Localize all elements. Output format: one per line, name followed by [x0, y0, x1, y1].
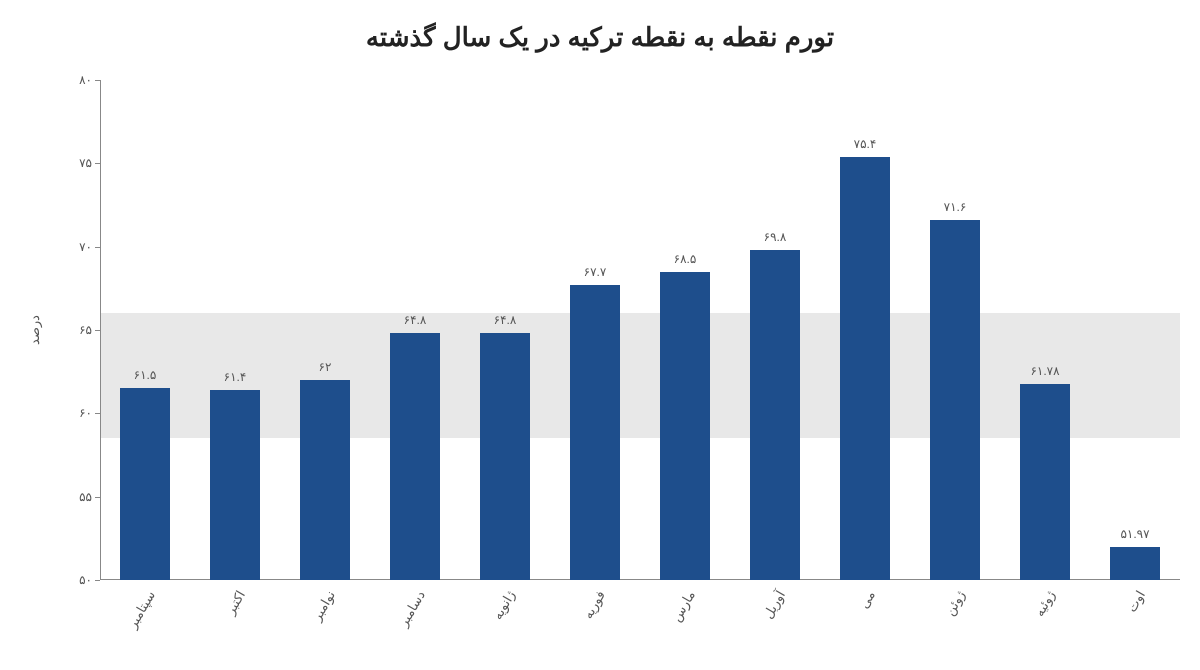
bar-value-label: ۶۴.۸ — [404, 313, 427, 327]
y-axis: ۵۰۵۵۶۰۶۵۷۰۷۵۸۰ — [60, 80, 100, 580]
bar — [480, 333, 530, 580]
bar — [930, 220, 980, 580]
x-tick-label: سپتامبر — [125, 588, 159, 631]
y-tick-label: ۵۵ — [79, 490, 92, 504]
bar-value-label: ۷۵.۴ — [854, 137, 877, 151]
bar-value-label: ۷۱.۶ — [944, 200, 967, 214]
y-tick-mark — [95, 247, 100, 248]
bar-value-label: ۶۸.۵ — [674, 252, 697, 266]
bar — [660, 272, 710, 580]
bar-value-label: ۶۲ — [319, 360, 332, 374]
x-tick-label: ژوئن — [942, 588, 969, 619]
bar — [210, 390, 260, 580]
x-tick-label: فوریه — [580, 588, 609, 622]
x-tick-label: آوریل — [760, 588, 789, 622]
bar-value-label: ۵۱.۹۷ — [1120, 527, 1149, 541]
plot-area: ۶۱.۵ ۶۱.۴ ۶۲ ۶۴.۸ ۶۴.۸ ۶۷.۷ ۶۸.۵ ۶۹.۸ ۷۵.۴ ۷۱.۶ ۶۱… — [100, 80, 1180, 580]
x-tick-label: ژانویه — [490, 588, 519, 623]
bar-value-label: ۶۹.۸ — [764, 230, 787, 244]
x-axis-labels: سپتامبر اکتبر نوامبر دسامبر ژانویه فوریه مارس آ… — [100, 580, 1180, 670]
x-tick-label: ژوئیه — [1031, 588, 1058, 619]
y-tick-mark — [95, 163, 100, 164]
y-tick-label: ۶۰ — [79, 406, 92, 420]
x-tick-label: اوت — [1124, 588, 1149, 615]
y-tick-label: ۶۵ — [79, 323, 92, 337]
bar-value-label: ۶۷.۷ — [584, 265, 607, 279]
bar — [570, 285, 620, 580]
bar — [120, 388, 170, 580]
bar-value-label: ۶۱.۷۸ — [1030, 364, 1059, 378]
y-tick-label: ۷۵ — [79, 156, 92, 170]
bar-value-label: ۶۱.۴ — [224, 370, 247, 384]
x-tick-label: دسامبر — [396, 588, 429, 630]
bar — [390, 333, 440, 580]
y-axis-line — [100, 80, 101, 580]
watermark-band — [100, 313, 1180, 438]
y-tick-label: ۸۰ — [79, 73, 92, 87]
y-tick-label: ۵۰ — [79, 573, 92, 587]
y-tick-label: ۷۰ — [79, 240, 92, 254]
bar — [750, 250, 800, 580]
y-tick-mark — [95, 330, 100, 331]
y-tick-mark — [95, 80, 100, 81]
x-tick-label: اکتبر — [223, 588, 249, 618]
y-tick-mark — [95, 413, 100, 414]
bar-value-label: ۶۱.۵ — [134, 368, 157, 382]
chart-title: تورم نقطه به نقطه ترکیه در یک سال گذشته — [0, 0, 1200, 53]
y-tick-mark — [95, 497, 100, 498]
x-tick-label: نوامبر — [309, 588, 339, 624]
x-tick-label: می — [856, 588, 879, 611]
bar — [1020, 384, 1070, 580]
chart-container: درصد ۵۰۵۵۶۰۶۵۷۰۷۵۸۰ ۶۱.۵۶۱.۴۶۲۶۴.۸۶۴.۸۶۷… — [60, 80, 1180, 580]
bar — [1110, 547, 1160, 580]
bar — [300, 380, 350, 580]
y-axis-label: درصد — [27, 315, 43, 345]
x-tick-label: مارس — [668, 588, 698, 625]
bar-value-label: ۶۴.۸ — [494, 313, 517, 327]
bar — [840, 157, 890, 580]
